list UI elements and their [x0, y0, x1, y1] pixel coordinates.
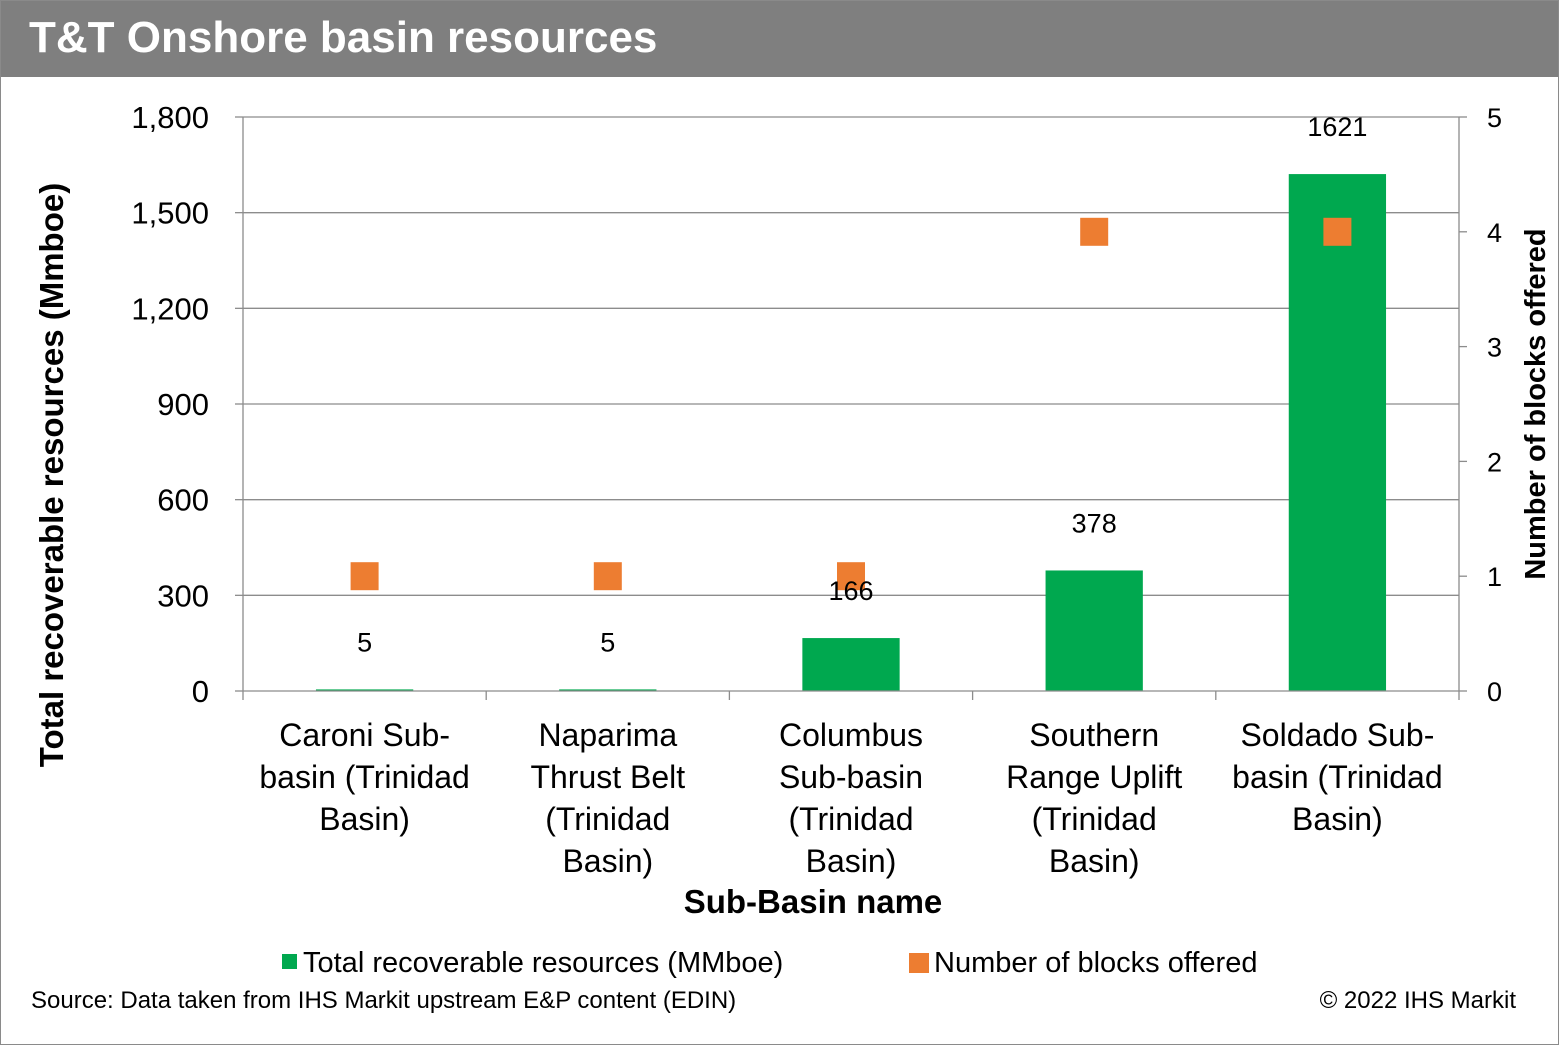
x-category-label: Basin) — [1049, 843, 1140, 879]
marker-point — [1080, 217, 1109, 246]
x-category-label: Caroni Sub- — [279, 717, 450, 753]
marker-point — [593, 562, 622, 591]
x-category-label: Sub-basin — [779, 759, 923, 795]
x-category-label: basin (Trinidad — [1232, 759, 1442, 795]
y2-tick-label: 5 — [1487, 103, 1502, 133]
marker-point — [837, 562, 865, 591]
legend-label-blocks: Number of blocks offered — [934, 947, 1257, 979]
gridlines — [243, 116, 1459, 596]
marker-point — [1323, 217, 1352, 246]
x-category-label: Naparima — [538, 717, 677, 753]
x-category-label: (Trinidad — [788, 801, 913, 837]
bar — [1288, 174, 1387, 691]
source-note: Source: Data taken from IHS Markit upstr… — [31, 987, 737, 1014]
x-axis-title: Sub-Basin name — [684, 883, 943, 920]
y-tick-label: 300 — [157, 578, 209, 613]
y-tick-label: 900 — [157, 387, 209, 422]
legend: Total recoverable resources (MMboe) Numbe… — [282, 947, 1257, 979]
bar — [802, 638, 900, 691]
x-category-label: Basin) — [1292, 801, 1383, 837]
y2-tick-label: 3 — [1487, 333, 1502, 363]
x-category-label: basin (Trinidad — [259, 759, 469, 795]
x-category-label: (Trinidad — [1032, 801, 1157, 837]
bar — [315, 689, 414, 691]
bar-data-label: 5 — [600, 627, 615, 657]
y-tick-label: 0 — [192, 674, 209, 709]
x-category-label: Basin) — [562, 843, 653, 879]
title-bar: T&T Onshore basin resources — [1, 1, 1558, 77]
legend-swatch-resources — [282, 954, 297, 969]
bar-data-label: 1621 — [1307, 112, 1367, 142]
copyright-note: © 2022 IHS Markit — [1319, 987, 1516, 1014]
y-tick-label: 1,500 — [131, 196, 209, 231]
x-category-label: Soldado Sub- — [1240, 717, 1434, 753]
x-category-label: Southern — [1029, 717, 1159, 753]
y2-tick-label: 4 — [1487, 218, 1502, 248]
y2-tick-label: 2 — [1487, 447, 1502, 477]
x-category-label: Basin) — [319, 801, 410, 837]
y2-tick-label: 1 — [1487, 562, 1502, 592]
x-category-label: Columbus — [779, 717, 923, 753]
marker-point — [350, 562, 379, 591]
bar-data-label: 166 — [828, 576, 873, 606]
y-axis-title: Total recoverable resources (Mmboe) — [33, 183, 70, 767]
bar — [559, 689, 657, 691]
x-category-label: Thrust Belt — [530, 759, 685, 795]
y2-axis-title: Number of blocks offered — [1520, 228, 1552, 579]
chart-title: T&T Onshore basin resources — [29, 13, 658, 62]
x-category-label: (Trinidad — [545, 801, 670, 837]
marker-series — [350, 217, 1352, 591]
y2-tick-label: 0 — [1487, 677, 1502, 707]
bar — [1045, 570, 1143, 691]
bar-series — [315, 174, 1387, 691]
bar-data-label: 378 — [1072, 508, 1117, 538]
legend-label-resources: Total recoverable resources (MMboe) — [303, 947, 783, 979]
bar-data-label: 5 — [357, 627, 372, 657]
x-category-label: Range Uplift — [1006, 759, 1182, 795]
y-tick-label: 600 — [157, 483, 209, 518]
x-category-label: Basin) — [806, 843, 897, 879]
y-tick-label: 1,200 — [131, 291, 209, 326]
axes — [235, 116, 1467, 700]
labels: 0 300 600 900 1,200 1,500 1,800 0 1 2 3 4 5 5 5 166 378 1… — [33, 100, 1552, 920]
y-tick-label: 1,800 — [131, 100, 209, 135]
legend-swatch-blocks — [909, 953, 929, 973]
